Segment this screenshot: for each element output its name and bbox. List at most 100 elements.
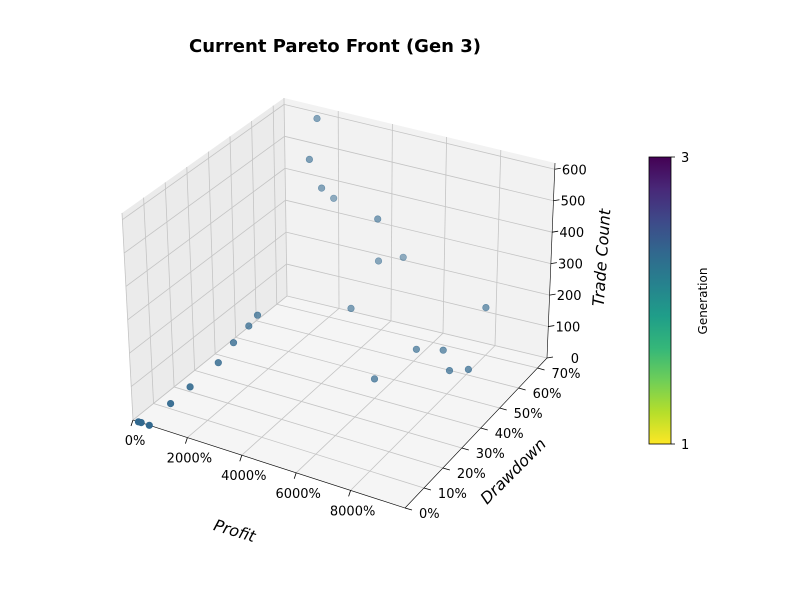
x-grid-back	[442, 136, 447, 334]
y-tick-label: 20%	[457, 467, 486, 482]
x-grid-back	[337, 110, 340, 309]
data-point	[482, 304, 490, 312]
z-grid-left	[122, 104, 285, 221]
data-point	[145, 421, 153, 429]
z-grid-back	[285, 231, 550, 296]
axis-ticks: 0% 2000% 4000% 6000% 8000% 0% 10% 20% 30% 40% 50% 6…	[125, 163, 587, 522]
y-grid-left	[208, 151, 216, 354]
z-tick-mark	[553, 199, 560, 202]
data-point	[439, 346, 447, 354]
x-grid-floor	[241, 320, 392, 456]
y-tick-label: 60%	[533, 387, 562, 402]
grid-lines	[121, 97, 556, 509]
z-tick-mark	[549, 293, 556, 296]
y-tick-mark	[442, 467, 450, 471]
z-grid-back	[286, 295, 548, 359]
z-tick-mark	[554, 167, 561, 170]
z-tick-label: 100	[555, 321, 580, 336]
data-point	[374, 257, 383, 265]
z-tick-mark	[550, 262, 557, 265]
data-points	[134, 114, 490, 429]
z-grid-left	[132, 295, 288, 421]
z-grid-back	[284, 103, 555, 170]
z-grid-back	[285, 199, 551, 265]
data-point	[374, 215, 382, 223]
data-point	[318, 184, 326, 192]
data-point	[412, 345, 421, 353]
y-tick-label: 70%	[552, 367, 581, 382]
y-tick-mark	[480, 427, 488, 431]
y-tick-label: 50%	[514, 407, 543, 422]
x-tick-mark	[239, 455, 243, 462]
x-tick-label: 6000%	[275, 487, 320, 502]
x-grid-floor	[295, 332, 444, 474]
z-grid-left	[125, 167, 286, 287]
y-tick-mark	[499, 407, 507, 411]
z-tick-label: 400	[559, 226, 584, 241]
y-tick-label: 40%	[495, 427, 524, 442]
x-tick-mark	[348, 490, 351, 497]
y-grid-floor	[215, 353, 481, 429]
z-tick-label: 0	[571, 352, 579, 367]
z-axis-line	[546, 162, 556, 359]
z-grid-back	[284, 167, 553, 233]
colorbar	[648, 156, 672, 445]
x-tick-label: 4000%	[221, 469, 266, 484]
data-point	[330, 194, 338, 202]
x-grid-back	[494, 149, 502, 346]
y-grid-floor	[256, 320, 519, 389]
x-tick-mark	[185, 437, 188, 444]
data-point	[399, 253, 407, 261]
y-axis-label: Drawdown	[476, 434, 550, 508]
x-tick-label: 8000%	[330, 504, 375, 519]
x-grid-back	[390, 123, 393, 321]
z-tick-mark	[548, 325, 555, 327]
y-tick-mark	[423, 487, 432, 491]
z-grid-back	[286, 263, 549, 327]
x-axis-line	[132, 419, 406, 509]
y-axis-line	[404, 357, 548, 509]
y-tick-mark	[518, 387, 526, 391]
y-tick-label: 0%	[419, 507, 440, 522]
data-point	[464, 365, 473, 374]
chart-title: Current Pareto Front (Gen 3)	[189, 36, 481, 57]
y-tick-label: 10%	[438, 487, 467, 502]
z-tick-label: 200	[557, 289, 582, 304]
z-grid-left	[123, 135, 285, 254]
x-grid-back	[283, 97, 288, 297]
y-grid-left	[121, 212, 134, 421]
colorbar-min-label: 1	[681, 438, 689, 453]
y-tick-label: 30%	[476, 447, 505, 462]
data-point	[137, 419, 145, 427]
back-pane	[284, 98, 555, 358]
z-axis-label: Trade Count	[589, 208, 615, 307]
data-point	[305, 155, 314, 163]
data-point	[313, 114, 321, 123]
colorbar-label: Generation	[696, 268, 710, 335]
x-grid-floor	[187, 308, 340, 438]
y-grid-left	[229, 136, 237, 338]
z-tick-label: 600	[562, 163, 587, 178]
x-tick-mark	[130, 419, 134, 427]
y-grid-left	[164, 182, 175, 387]
data-point	[229, 339, 238, 347]
z-grid-left	[127, 199, 286, 321]
z-grid-back	[284, 135, 554, 202]
y-tick-mark	[461, 447, 469, 451]
y-tick-mark	[537, 367, 545, 371]
x-tick-label: 0%	[125, 434, 146, 449]
y-grid-floor	[276, 303, 538, 369]
data-point	[245, 322, 253, 330]
z-grid-left	[130, 263, 287, 387]
data-point	[167, 400, 175, 408]
y-grid-left	[186, 166, 195, 371]
z-tick-label: 500	[561, 195, 586, 210]
y-grid-floor	[194, 370, 462, 449]
x-tick-label: 2000%	[167, 452, 212, 467]
y-grid-floor	[235, 336, 500, 409]
left-pane	[122, 98, 287, 420]
data-point	[186, 383, 194, 391]
data-point	[347, 304, 355, 313]
y-tick-mark	[404, 507, 413, 511]
